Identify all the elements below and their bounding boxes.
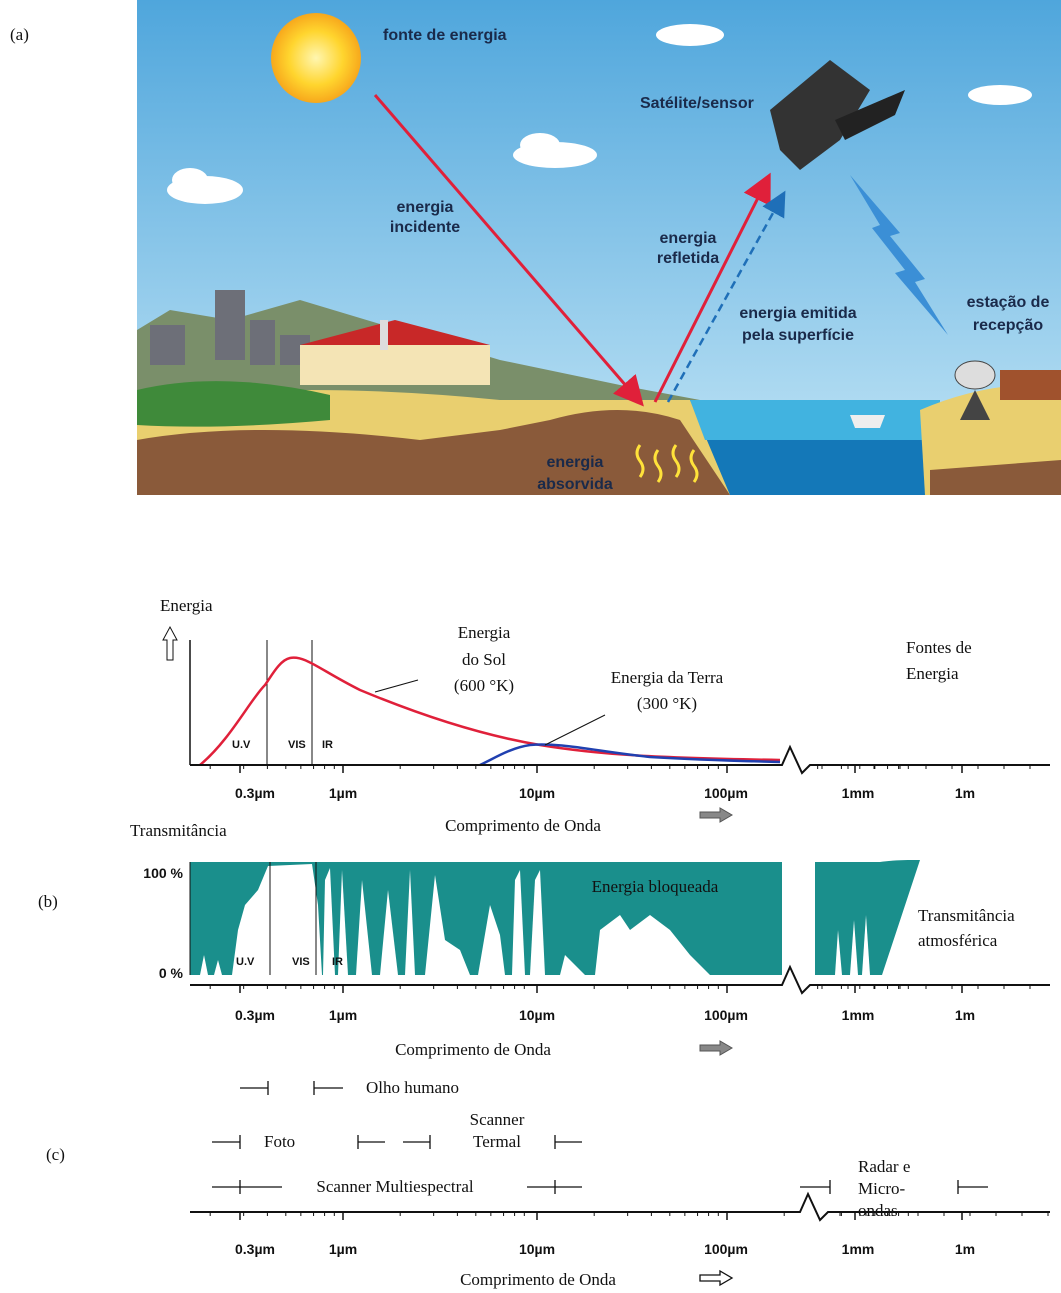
ship	[850, 415, 885, 428]
leader-line	[375, 680, 418, 692]
panel-label: (c)	[46, 1145, 65, 1164]
label: (300 °K)	[637, 694, 697, 713]
label: Energia	[458, 623, 511, 642]
label: (600 °K)	[454, 676, 514, 695]
band-label: VIS	[292, 956, 310, 968]
label: fonte de energia	[383, 27, 507, 44]
y-tick-label: 0 %	[159, 965, 184, 981]
x-tick-label: 10µm	[519, 1007, 555, 1023]
x-tick-label: 10µm	[519, 1241, 555, 1257]
up-arrow	[163, 627, 177, 660]
station-building	[1000, 370, 1061, 400]
x-tick-label: 100µm	[704, 1007, 748, 1023]
x-axis-label: Comprimento de Onda	[460, 1270, 616, 1289]
x-axis	[190, 747, 1050, 773]
sun	[271, 13, 361, 103]
label: Transmitância	[918, 906, 1015, 925]
figure: (a) (b) (c) fonte de energia Satélite/sensor…	[0, 0, 1061, 1293]
earth-curve	[480, 744, 780, 765]
band-label: U.V	[232, 739, 251, 751]
label: Energia bloqueada	[592, 877, 719, 896]
panel-label: (a)	[10, 25, 29, 44]
band-label: IR	[332, 956, 343, 968]
x-tick-label: 1µm	[329, 1007, 357, 1023]
leader-line	[545, 715, 605, 745]
page: Sensoriamento remoto html,body{margin:0;…	[0, 0, 1061, 1293]
label: Energia da Terra	[611, 668, 724, 687]
x-tick-label: 0.3µm	[235, 1007, 275, 1023]
label: refletida	[657, 250, 719, 267]
x-tick-label: 1mm	[842, 1007, 875, 1023]
label: Satélite/sensor	[640, 95, 754, 112]
label: absorvida	[537, 476, 613, 493]
label: Olho humano	[366, 1078, 459, 1097]
label: energia emitida	[739, 305, 856, 322]
x-axis	[190, 1194, 1050, 1220]
label: Micro-	[858, 1179, 906, 1198]
body: {"panel_labels":["(a)","(b)","(c)"], "il…	[0, 0, 1061, 1293]
x-tick-label: 1µm	[329, 785, 357, 801]
x-tick-label: 1mm	[842, 1241, 875, 1257]
dish	[955, 361, 995, 389]
x-tick-label: 1m	[955, 1007, 975, 1023]
label: Termal	[473, 1132, 521, 1151]
x-tick-label: 0.3µm	[235, 785, 275, 801]
label: Energia	[906, 664, 959, 683]
x-axis-label: Comprimento de Onda	[445, 816, 601, 835]
label: energia	[547, 454, 604, 471]
band-label: IR	[322, 739, 333, 751]
label: Transmitância	[130, 821, 227, 840]
x-tick-label: 1µm	[329, 1241, 357, 1257]
panel-label: (b)	[38, 892, 58, 911]
label: pela superfície	[742, 327, 854, 344]
label: incidente	[390, 219, 460, 236]
right-arrow	[700, 1041, 732, 1055]
label: ondas	[858, 1201, 898, 1220]
label: do Sol	[462, 650, 506, 669]
label: energia	[397, 199, 454, 216]
right-arrow	[700, 808, 732, 822]
label: estação de	[967, 294, 1050, 311]
label: Scanner	[470, 1110, 525, 1129]
sea-surface	[690, 400, 940, 440]
label: Foto	[264, 1132, 295, 1151]
label: energia	[660, 230, 717, 247]
right-arrow	[700, 1271, 732, 1285]
x-tick-label: 1mm	[842, 785, 875, 801]
label: Radar e	[858, 1157, 910, 1176]
x-axis-label: Comprimento de Onda	[395, 1040, 551, 1059]
band-label: VIS	[288, 739, 306, 751]
x-tick-label: 100µm	[704, 785, 748, 801]
x-tick-label: 1m	[955, 1241, 975, 1257]
label: Energia	[160, 596, 213, 615]
x-tick-label: 0.3µm	[235, 1241, 275, 1257]
y-tick-label: 100 %	[143, 865, 183, 881]
illustration	[137, 0, 1061, 495]
band-label: U.V	[236, 956, 255, 968]
x-tick-label: 1m	[955, 785, 975, 801]
label: Fontes de	[906, 638, 972, 657]
label: Scanner Multiespectral	[316, 1177, 473, 1196]
label: atmosférica	[918, 931, 998, 950]
x-tick-label: 100µm	[704, 1241, 748, 1257]
label: recepção	[973, 317, 1043, 334]
x-tick-label: 10µm	[519, 785, 555, 801]
